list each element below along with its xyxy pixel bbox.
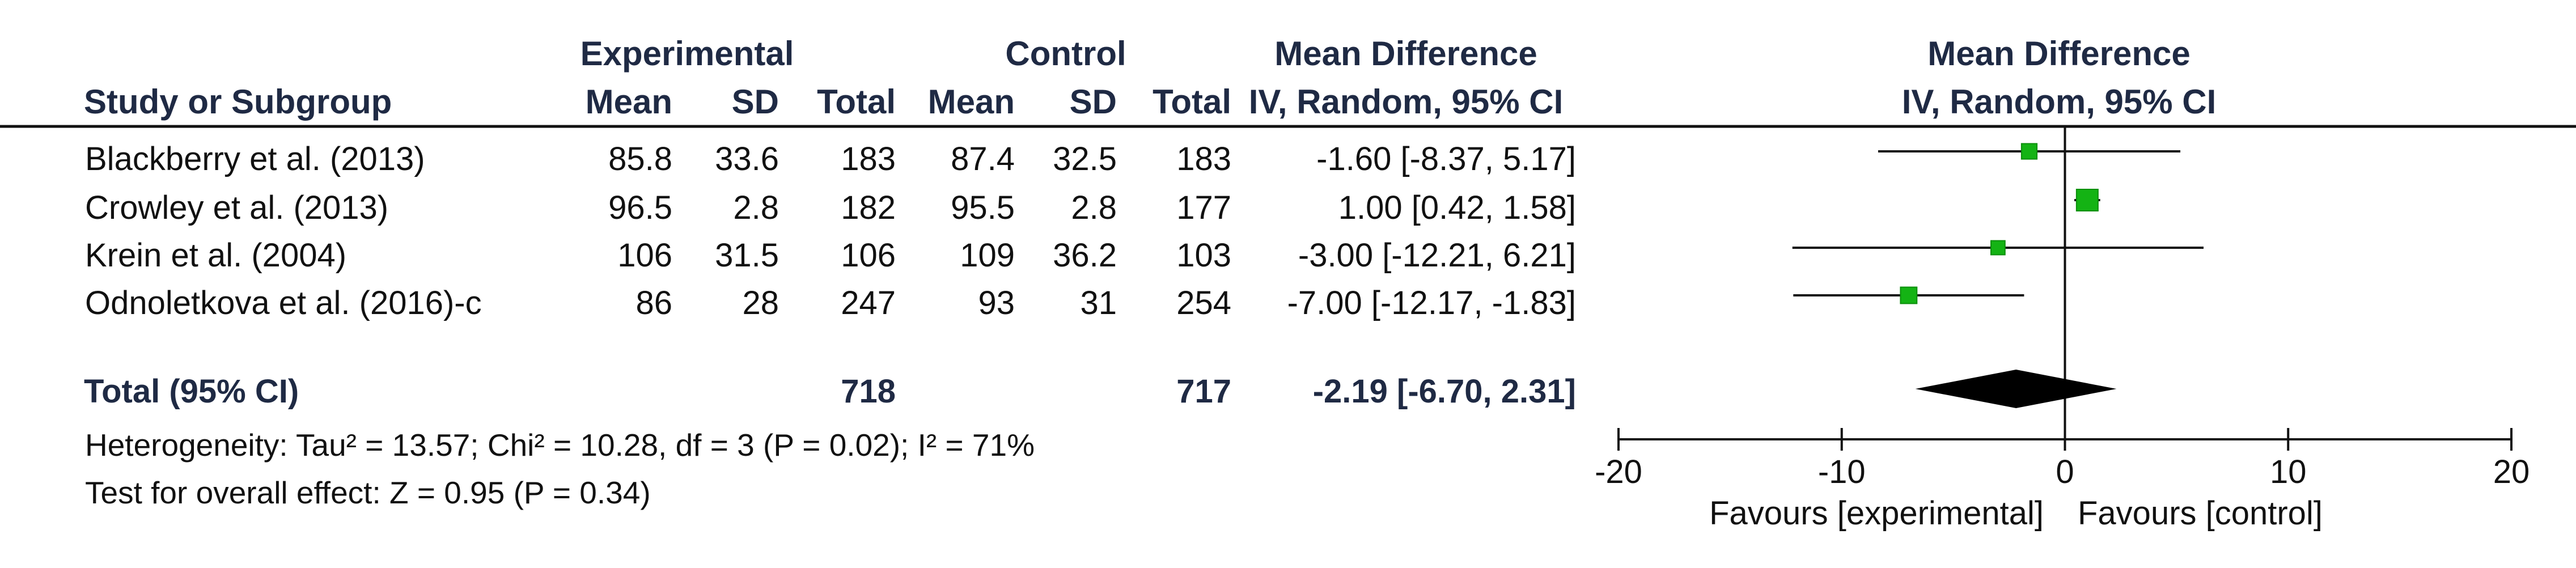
study-ctrl-mean: 87.4 [951,141,1015,177]
x-axis-tick-label: -10 [1818,453,1866,490]
header-exp-total: Total [817,83,896,121]
study-name: Blackberry et al. (2013) [85,141,425,177]
x-axis-tick-label: 0 [2056,453,2074,490]
x-axis-tick-label: 10 [2270,453,2307,490]
header-ctrl-sd: SD [1070,83,1117,121]
study-ci-text: -7.00 [-12.17, -1.83] [1287,285,1576,321]
study-ctrl-sd: 32.5 [1053,141,1117,177]
study-exp-sd: 28 [742,285,779,321]
study-ctrl-total: 177 [1176,189,1231,226]
study-exp-mean: 106 [617,237,672,274]
total-row: Total (95% CI) 718 717 -2.19 [-6.70, 2.3… [84,373,1576,410]
study-exp-sd: 33.6 [715,141,779,177]
table-header: Experimental Control Mean Difference Mea… [84,35,2216,121]
study-exp-sd: 2.8 [733,189,779,226]
table-row: Blackberry et al. (2013) 85.8 33.6 183 8… [85,141,1576,177]
pooled-diamond [1915,370,2117,408]
study-exp-total: 106 [841,237,896,274]
study-ci-text: 1.00 [0.42, 1.58] [1338,189,1576,226]
study-name: Crowley et al. (2013) [85,189,388,226]
study-ctrl-total: 254 [1176,285,1231,321]
study-ctrl-mean: 109 [960,237,1015,274]
study-estimate-marker [1990,240,2006,256]
study-estimate-marker [1900,286,1918,304]
study-ctrl-sd: 36.2 [1053,237,1117,274]
study-exp-total: 182 [841,189,896,226]
table-row: Odnoletkova et al. (2016)-c 86 28 247 93… [85,285,1576,321]
study-estimate-marker [2075,189,2099,211]
header-experimental: Experimental [581,35,794,73]
plot-subtitle: IV, Random, 95% CI [1902,83,2217,121]
study-ci-text: -1.60 [-8.37, 5.17] [1316,141,1576,177]
study-name: Odnoletkova et al. (2016)-c [85,285,482,321]
favours-experimental-label: Favours [experimental] [1709,495,2044,532]
study-ctrl-mean: 95.5 [951,189,1015,226]
study-ctrl-total: 183 [1176,141,1231,177]
total-exp-total: 718 [841,373,896,410]
x-axis-tick-label: 20 [2493,453,2530,490]
table-row: Krein et al. (2004) 106 31.5 106 109 36.… [85,237,1576,274]
table-row: Crowley et al. (2013) 96.5 2.8 182 95.5 … [85,189,1576,226]
header-control: Control [1005,35,1126,73]
study-marker-layer [1900,143,2099,304]
forest-plot-area: -20 -10 0 10 20 Favours [experimental] Favours… [1595,128,2530,532]
study-ctrl-mean: 93 [978,285,1015,321]
header-ctrl-total: Total [1153,83,1231,121]
study-ci-text: -3.00 [-12.21, 6.21] [1298,237,1576,274]
header-exp-sd: SD [732,83,779,121]
total-ci-text: -2.19 [-6.70, 2.31] [1313,373,1576,410]
plot-title: Mean Difference [1927,35,2190,73]
header-mean-difference: Mean Difference [1274,35,1537,73]
header-ctrl-mean: Mean [928,83,1015,121]
study-ctrl-total: 103 [1176,237,1231,274]
study-name: Krein et al. (2004) [85,237,346,274]
header-exp-mean: Mean [586,83,672,121]
pooled-estimate-layer [1915,370,2117,408]
x-axis-layer: -20 -10 0 10 20 Favours [experimental] Favours… [1595,428,2530,532]
overall-effect-text: Test for overall effect: Z = 0.95 (P = 0… [85,475,651,510]
study-exp-mean: 85.8 [608,141,672,177]
study-ctrl-sd: 2.8 [1071,189,1117,226]
study-exp-mean: 86 [635,285,672,321]
study-exp-sd: 31.5 [715,237,779,274]
study-exp-total: 247 [841,285,896,321]
favours-control-label: Favours [control] [2078,495,2323,532]
header-iv-random: IV, Random, 95% CI [1249,83,1564,121]
heterogeneity-text: Heterogeneity: Tau² = 13.57; Chi² = 10.2… [85,427,1035,463]
x-axis-tick-label: -20 [1595,453,1642,490]
total-label: Total (95% CI) [84,373,299,410]
study-ctrl-sd: 31 [1080,285,1117,321]
study-exp-mean: 96.5 [608,189,672,226]
study-exp-total: 183 [841,141,896,177]
header-study: Study or Subgroup [84,83,392,121]
total-ctrl-total: 717 [1176,373,1231,410]
study-estimate-marker [2020,143,2038,160]
